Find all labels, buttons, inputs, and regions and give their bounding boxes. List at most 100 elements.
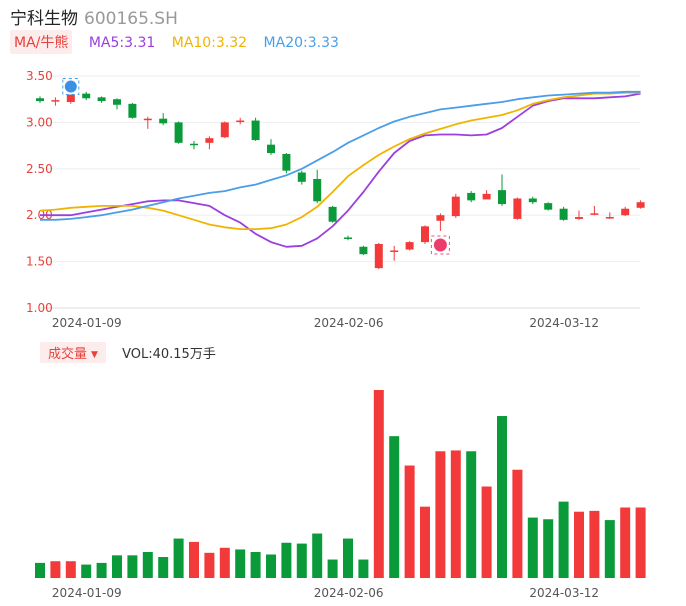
volume-bar	[81, 564, 92, 578]
candle	[421, 225, 429, 244]
volume-bar	[312, 533, 323, 578]
event-markers	[62, 78, 450, 255]
ma20-label: MA20:3.33	[263, 35, 339, 51]
candle	[436, 213, 445, 231]
candle	[482, 190, 491, 200]
candle-body	[220, 122, 229, 138]
candle-body	[528, 198, 537, 203]
volume-bar	[466, 451, 477, 578]
volume-indicator-label: 成交量	[48, 347, 88, 362]
volume-bars	[35, 390, 646, 578]
volume-bar	[558, 501, 569, 578]
candle-body	[451, 196, 460, 217]
candle	[575, 210, 583, 220]
volume-bar	[65, 561, 76, 578]
volume-bar	[327, 559, 338, 578]
candle	[544, 202, 553, 211]
volume-bar	[450, 450, 461, 578]
candle-body	[467, 192, 476, 201]
volume-bar	[420, 506, 430, 578]
candle-body	[159, 118, 168, 124]
candle-body	[297, 172, 306, 182]
candle	[374, 243, 383, 270]
volume-bar	[235, 549, 246, 578]
candle	[128, 102, 137, 119]
volume-bar	[173, 538, 184, 578]
y-tick-label: 3.00	[26, 115, 53, 129]
volume-bar	[527, 517, 538, 578]
candle	[97, 96, 106, 103]
candle-body	[97, 97, 106, 102]
candle	[621, 206, 630, 217]
y-tick-label: 2.00	[26, 208, 53, 222]
candle-body	[36, 98, 44, 102]
price-grid	[40, 75, 640, 309]
caret-down-icon: ▼	[91, 350, 98, 360]
marker-frame	[430, 235, 450, 255]
candle-body	[390, 250, 399, 252]
candle	[528, 196, 537, 205]
volume-indicator-dropdown[interactable]: 成交量 ▼	[40, 342, 106, 363]
candle	[297, 170, 306, 185]
ma20-line	[40, 90, 641, 221]
candle-body	[513, 198, 522, 219]
candle	[190, 140, 198, 150]
candle-body	[482, 193, 491, 200]
candle-body	[498, 190, 506, 205]
candle-body	[575, 217, 583, 219]
volume-bar	[204, 552, 215, 578]
volume-bar	[112, 555, 122, 578]
volume-bar	[373, 390, 384, 578]
candle-body	[636, 202, 645, 208]
candle	[605, 212, 614, 219]
candle	[590, 205, 599, 216]
price-axis: 1.00 1.50 2.00 2.50 3.00 3.50	[26, 69, 53, 315]
candle	[390, 245, 399, 261]
candle	[205, 136, 214, 150]
x-tick-label: 2024-02-06	[314, 316, 384, 330]
ma-indicator-tag[interactable]: MA/牛熊	[10, 30, 73, 54]
candle	[313, 169, 322, 204]
candle	[143, 116, 152, 129]
candle	[251, 117, 260, 141]
volume-bar	[96, 562, 107, 578]
price-date-axis: 2024-01-09 2024-02-06 2024-03-12	[52, 316, 599, 330]
candle-body	[374, 243, 383, 269]
ma10-label: MA10:3.32	[171, 35, 248, 51]
candle-body	[544, 203, 553, 210]
candle	[113, 98, 121, 110]
candle	[236, 117, 245, 125]
candle	[359, 245, 368, 256]
candle	[636, 200, 645, 209]
volume-bar	[127, 555, 138, 578]
candle-body	[174, 122, 183, 143]
candle	[328, 205, 337, 223]
candle	[82, 91, 91, 101]
candle-body	[621, 208, 630, 216]
x-tick-label: 2024-01-09	[52, 586, 122, 600]
moving-average-lines	[39, 90, 641, 248]
volume-value: VOL:40.15万手	[122, 347, 216, 362]
volume-bar	[481, 486, 492, 578]
volume-bar	[574, 511, 584, 578]
marker-frame	[62, 78, 80, 96]
candle	[344, 235, 352, 241]
volume-bar	[497, 416, 507, 578]
volume-bar	[250, 551, 261, 578]
candle-body	[128, 103, 137, 118]
candle-body	[605, 217, 614, 219]
x-tick-label: 2024-02-06	[314, 586, 384, 600]
volume-bar	[620, 507, 631, 578]
volume-bar	[358, 559, 369, 578]
candle	[498, 174, 506, 206]
x-tick-label: 2024-03-12	[529, 586, 599, 600]
candle-body	[344, 237, 352, 239]
volume-bar	[158, 557, 169, 578]
candlesticks	[36, 91, 645, 270]
candle-body	[405, 242, 414, 250]
y-tick-label: 3.50	[26, 69, 53, 83]
ma5-line	[40, 92, 641, 248]
ma-legend: MA/牛熊 MA5:3.31 MA10:3.32 MA20:3.33	[10, 30, 339, 54]
candle	[282, 153, 291, 174]
